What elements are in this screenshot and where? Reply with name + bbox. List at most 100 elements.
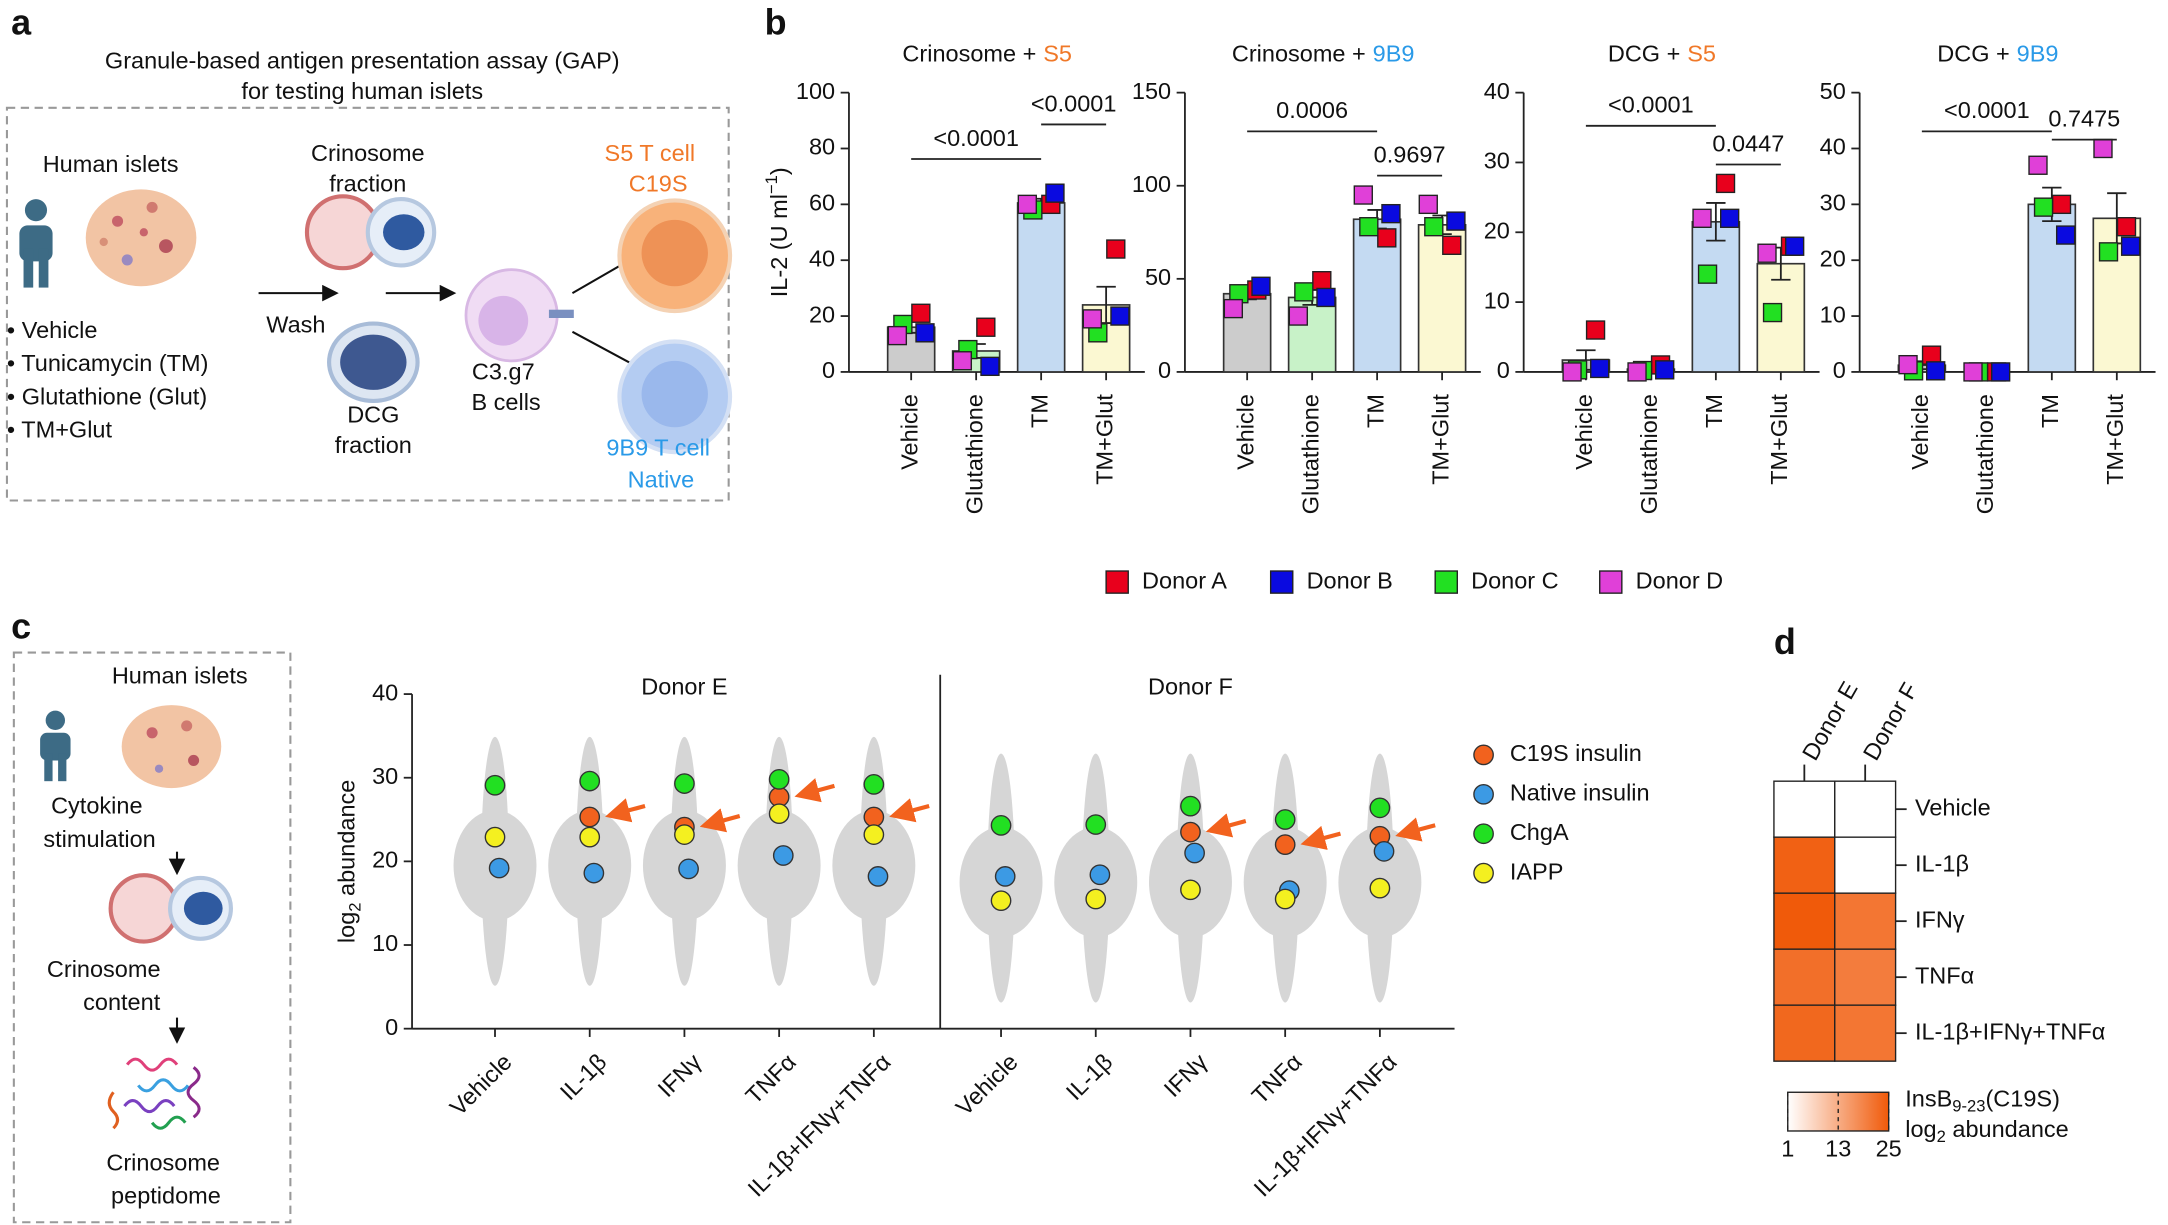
x-tick-label: Vehicle — [445, 1049, 517, 1121]
donor-point — [976, 317, 996, 337]
donor-point — [1106, 239, 1126, 259]
p-value: 0.7475 — [2048, 105, 2120, 131]
point — [1369, 877, 1391, 899]
panel-label: d — [1774, 621, 1796, 662]
point — [994, 866, 1016, 887]
row-label: IL-1β — [1915, 850, 1969, 876]
donor-point — [1627, 362, 1647, 382]
chart-title-part: DCG + — [1608, 41, 1680, 67]
colorbar-label-part: (C19S) — [1985, 1086, 2059, 1112]
donor-point — [952, 351, 973, 371]
y-tick-label: 0 — [385, 1014, 398, 1040]
scheme-text: 9B9 T cell — [606, 435, 710, 461]
donor-point — [1590, 358, 1610, 379]
y-axis-label-part: ) — [766, 167, 792, 175]
heatmap-cell — [1773, 836, 1836, 894]
x-tick-label: TM — [1362, 394, 1388, 428]
treatment: • TM+Glut — [7, 417, 113, 443]
x-tick-label: Glutathione — [961, 394, 987, 514]
chart-title-part: DCG + — [1937, 41, 2009, 67]
donor-point — [1692, 208, 1712, 228]
colorbar-label: log2 abundance — [1905, 1116, 2068, 1146]
donor-point — [915, 323, 935, 343]
donor-point — [1757, 243, 1777, 263]
legend-label: Native insulin — [1510, 780, 1650, 806]
donor-point — [2093, 138, 2113, 159]
x-tick-label: Glutathione — [1297, 394, 1323, 514]
y-tick-label: 40 — [1820, 134, 1846, 160]
donor-point — [1359, 217, 1379, 237]
scheme-text: Crinosome — [47, 956, 161, 982]
donor-point — [1353, 185, 1373, 205]
donor-point — [1585, 320, 1606, 340]
y-tick-label: 0 — [1158, 357, 1171, 383]
donor-point — [1926, 361, 1946, 381]
donor-point — [1223, 298, 1244, 319]
y-tick-label: 20 — [1484, 217, 1510, 243]
heatmap-cell — [1834, 892, 1897, 950]
donor-point — [1251, 276, 1271, 296]
x-tick-label: Vehicle — [951, 1049, 1023, 1121]
donor-point — [1377, 228, 1397, 248]
x-tick-label: Vehicle — [1232, 394, 1258, 470]
point — [863, 806, 885, 828]
point — [867, 866, 889, 887]
chart-title: DCG + S5 — [1608, 41, 1716, 67]
donor-point — [1898, 354, 1918, 375]
highlight-arrow — [1395, 817, 1436, 842]
heatmap-cell — [1834, 780, 1897, 838]
heatmap-cell — [1773, 948, 1836, 1006]
point — [1089, 864, 1111, 886]
point — [990, 815, 1012, 836]
donor-point — [1697, 264, 1718, 284]
y-tick-label: 40 — [809, 245, 835, 271]
legend-label: Donor A — [1142, 567, 1227, 593]
donor-point — [1963, 362, 1983, 382]
colorbar-label-part: InsB — [1905, 1086, 1952, 1112]
treatment: • Glutathione (Glut) — [7, 383, 207, 409]
donor-point — [2028, 155, 2048, 175]
scheme-text: fraction — [329, 170, 406, 196]
donor-point — [1110, 306, 1130, 326]
crinosome-icon — [108, 873, 233, 944]
point — [1274, 888, 1296, 910]
x-tick-label: TM+Glut — [1766, 394, 1792, 485]
colorbar-label: InsB9-23(C19S) — [1905, 1086, 2060, 1116]
donor-point — [2116, 217, 2137, 237]
colorbar-label-part: 9-23 — [1952, 1097, 1985, 1116]
y-tick-label: 10 — [1820, 301, 1846, 327]
scheme-text: content — [83, 989, 161, 1015]
donor-point — [2033, 197, 2054, 217]
peptide-icon — [107, 1057, 201, 1130]
donor-point — [1017, 194, 1037, 215]
scheme-text: peptidome — [111, 1183, 221, 1209]
chart-title-highlight: S5 — [1687, 41, 1716, 67]
chart-title: Crinosome + S5 — [902, 41, 1072, 67]
scheme-text: B cells — [471, 389, 540, 415]
heatmap-cell — [1773, 780, 1836, 838]
donor-point — [1045, 183, 1065, 203]
colorbar-label-part: abundance — [1946, 1116, 2069, 1142]
b-cell-icon — [464, 268, 574, 363]
panel-label: c — [11, 606, 31, 647]
y-tick-label: 0 — [822, 357, 835, 383]
x-tick-label: IL-1β — [1061, 1049, 1118, 1106]
x-tick-label: Vehicle — [1907, 394, 1933, 470]
p-value: 0.0006 — [1276, 97, 1348, 123]
donor-point — [887, 325, 908, 346]
legend-label: Donor D — [1636, 567, 1724, 593]
legend-swatch — [1473, 823, 1494, 845]
legend-swatch — [1269, 570, 1294, 594]
point — [583, 862, 605, 884]
legend-swatch — [1105, 570, 1129, 594]
point — [484, 826, 506, 848]
row-label: TNFα — [1915, 962, 1974, 988]
scheme-title: for testing human islets — [241, 78, 483, 104]
y-tick-label: 10 — [372, 930, 398, 956]
t-cell-icon — [641, 219, 708, 287]
column-label: Donor E — [1797, 677, 1863, 765]
colorbar-label-part: log — [1905, 1116, 1936, 1142]
row-label: IFNγ — [1915, 906, 1965, 932]
x-tick-label: TM+Glut — [1427, 394, 1453, 485]
